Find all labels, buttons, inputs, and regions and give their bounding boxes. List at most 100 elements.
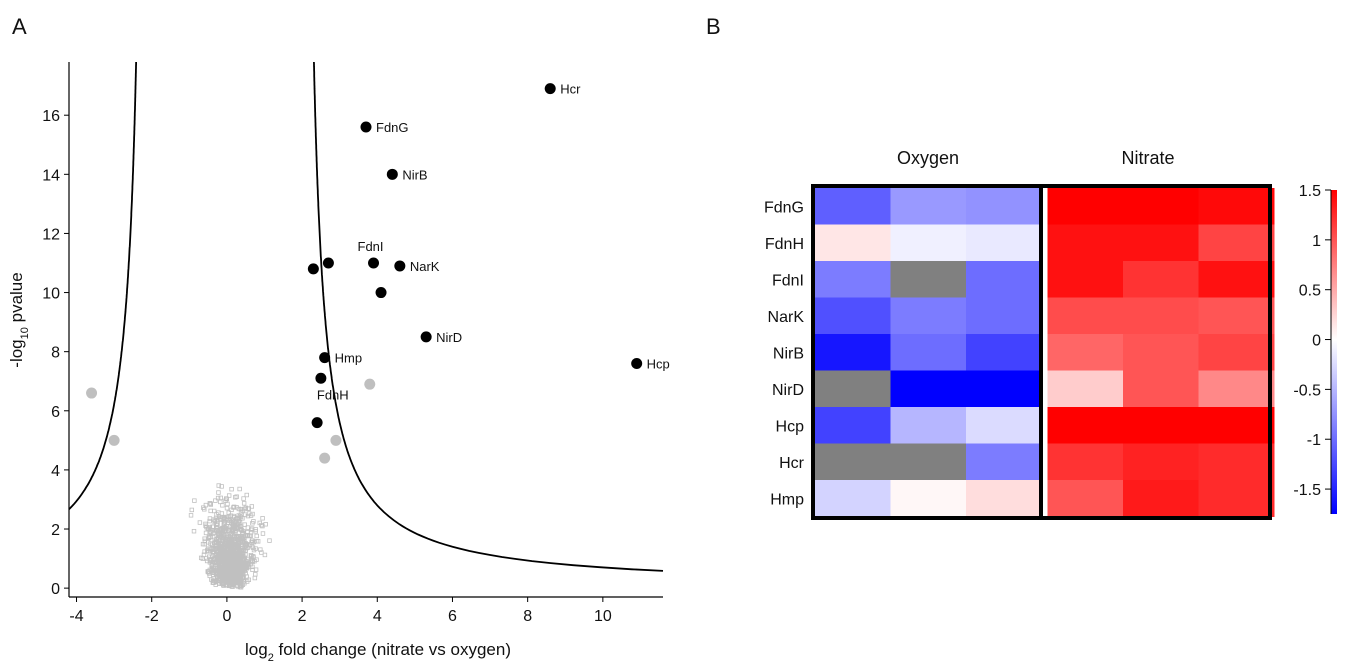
heatmap-cell [1047,188,1124,225]
background-point [253,572,258,577]
x-tick-label: 2 [298,608,307,625]
background-point [231,505,236,510]
background-point [241,496,246,501]
colorbar: 1.5 1 0.5 0 -0.5 -1 -1.5 [1293,183,1337,514]
heatmap-cell [1123,224,1199,262]
background-point [240,575,246,580]
y-tick-label: 12 [42,226,60,243]
background-point [223,528,229,534]
point-label: NarK [410,259,440,274]
axes: -4 -2 0 2 4 6 8 10 0 2 4 6 8 10 12 14 16 [42,62,663,625]
background-point [224,514,229,520]
panel-label-a: A [12,14,27,39]
background-point [216,510,221,515]
heatmap-cell [815,297,891,335]
background-point [219,526,224,532]
heatmap-cell [1047,480,1124,517]
significant-gray-points [86,378,376,464]
highlight-point [368,257,380,269]
highlight-point [375,287,387,299]
heatmap-cell [890,480,967,517]
background-point [236,574,241,579]
heatmap-cell [1198,480,1275,517]
highlight-point [386,168,398,180]
heatmap-cell [1198,407,1275,444]
background-point [248,513,254,518]
heatmap-cell [1198,370,1275,408]
point-label: Hmp [335,351,362,366]
background-point [222,520,228,525]
heatmap-cell [890,407,967,444]
background-point [238,507,244,512]
background-point [227,524,233,529]
volcano-plot: Hcr FdnG NirB FdnI NarK NirD Hcp Hmp FdnH -4 -2 0 2… [7,61,670,662]
point-label: FdnI [358,239,384,254]
background-point [202,538,208,544]
background-point [206,554,212,559]
threshold-curve-left [68,62,137,510]
background-point [221,583,226,588]
heatmap: Oxygen Nitrate FdnG FdnH FdnI NarK NirB NirD H… [764,148,1337,520]
background-point [209,554,215,560]
background-point [211,580,216,585]
heatmap-cell [1123,407,1199,444]
highlight-point [307,263,319,275]
threshold-curve-right [313,61,664,572]
heatmap-cell [815,188,891,225]
background-point [238,524,244,529]
heatmap-row-label: NirB [773,345,804,362]
heatmap-cell [890,188,967,225]
background-point [260,531,266,536]
background-point [242,555,247,560]
background-point [219,484,224,489]
heatmap-cell [1123,261,1199,298]
background-point [227,562,232,567]
background-point [251,519,256,524]
highlight-point [631,357,643,369]
heatmap-cell [890,370,967,408]
background-point [241,501,247,506]
background-point [235,584,241,589]
background-point [216,543,222,548]
highlight-point [311,417,323,429]
point-label: Hcp [647,356,670,371]
background-point [248,553,254,558]
background-point [208,534,213,540]
background-point [191,528,197,534]
heatmap-cell [1047,370,1124,408]
gray-point [86,387,98,399]
heatmap-cell [966,443,1042,481]
background-point [247,542,253,547]
heatmap-cell [966,407,1042,444]
heatmap-row-label: FdnI [772,272,804,289]
gray-point [108,434,120,446]
background-point [232,550,237,556]
background-point [232,523,237,528]
y-tick-label: 14 [42,167,60,184]
background-point [216,490,221,495]
background-point [243,512,248,517]
background-point [244,492,249,498]
background-points [188,483,272,590]
colorbar-tick-label: 1 [1312,233,1321,250]
heatmap-cell [1123,370,1199,408]
highlight-point [360,121,372,133]
heatmap-cell [1198,443,1275,481]
background-point [209,546,215,552]
background-point [217,551,222,557]
background-point [226,556,231,561]
heatmap-cell [815,407,891,444]
heatmap-cell [815,224,891,262]
gray-point [330,434,342,446]
background-point [258,547,263,552]
background-point [252,575,258,581]
highlight-point [315,372,327,384]
heatmap-row-label: FdnH [765,236,804,253]
background-point [237,486,242,492]
background-point [207,573,212,579]
heatmap-row-label: NarK [768,309,805,326]
background-point [231,522,236,528]
background-point [221,560,226,565]
x-tick-label: 4 [373,608,382,625]
background-point [240,536,246,542]
